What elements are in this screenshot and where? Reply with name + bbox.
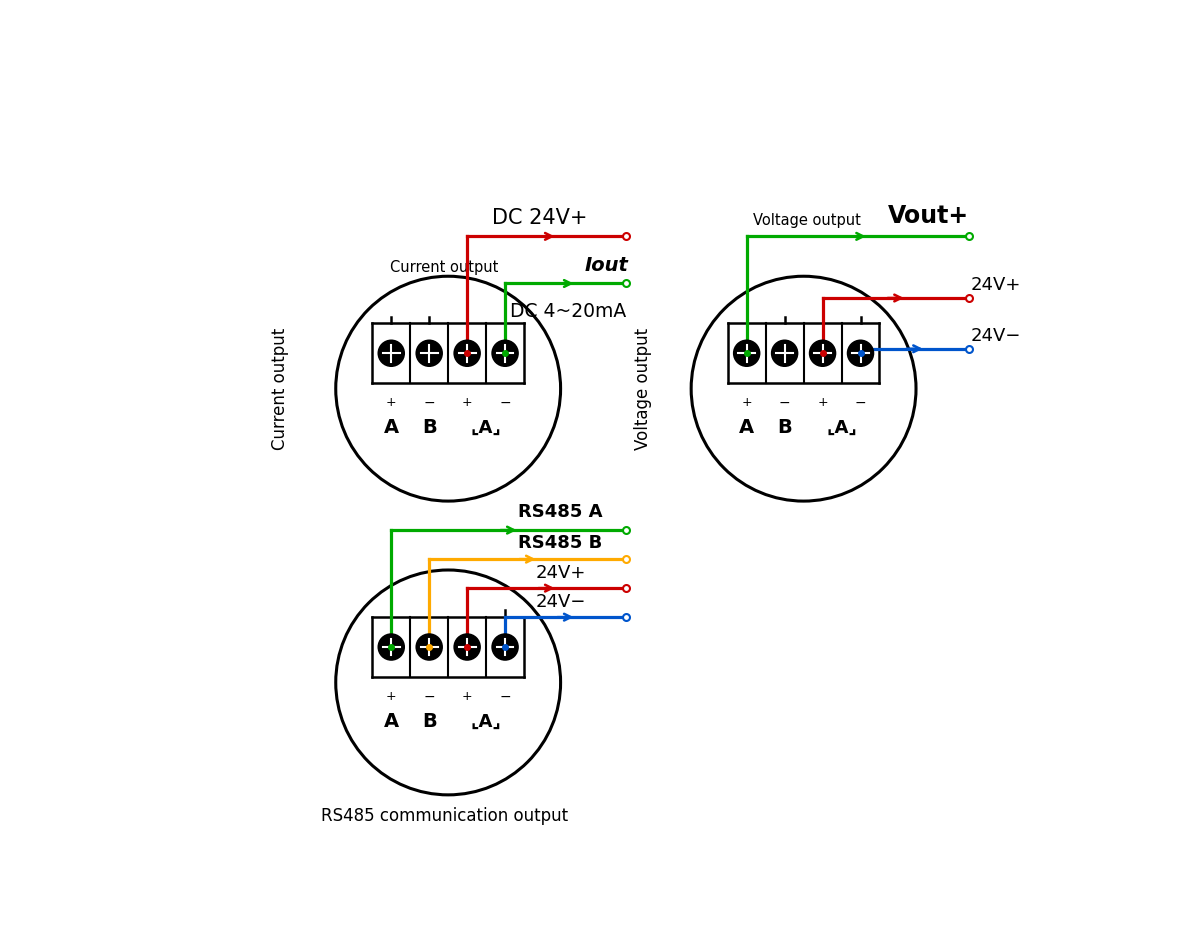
Text: RS485 communication output: RS485 communication output [322, 807, 569, 825]
Text: −: − [424, 396, 436, 410]
Text: RS485 B: RS485 B [518, 534, 602, 552]
Text: −: − [854, 396, 866, 410]
Text: 24V−: 24V− [535, 593, 586, 611]
Text: DC 4~20mA: DC 4~20mA [510, 301, 626, 320]
Text: +: + [742, 396, 752, 409]
Circle shape [733, 340, 760, 366]
Circle shape [492, 340, 518, 366]
Circle shape [378, 340, 404, 366]
Circle shape [378, 634, 404, 660]
Text: Voltage output: Voltage output [634, 328, 652, 449]
Text: +: + [386, 396, 396, 409]
Text: 24V+: 24V+ [971, 276, 1021, 294]
Circle shape [455, 634, 480, 660]
Text: 24V+: 24V+ [535, 564, 586, 582]
Text: 24V−: 24V− [971, 327, 1021, 345]
Text: Vout+: Vout+ [888, 203, 968, 228]
Circle shape [772, 340, 798, 366]
Text: ⌞A⌟: ⌞A⌟ [826, 419, 857, 437]
Text: −: − [779, 396, 791, 410]
Circle shape [492, 634, 518, 660]
Text: +: + [462, 690, 473, 703]
Text: Current output: Current output [390, 260, 503, 275]
Text: A: A [384, 418, 398, 437]
Circle shape [416, 340, 442, 366]
Text: B: B [778, 418, 792, 437]
Text: +: + [817, 396, 828, 409]
Circle shape [847, 340, 874, 366]
Circle shape [810, 340, 835, 366]
Circle shape [455, 340, 480, 366]
Text: −: − [499, 396, 511, 410]
Circle shape [416, 634, 442, 660]
Text: −: − [499, 690, 511, 704]
Text: −: − [424, 690, 436, 704]
Text: A: A [739, 418, 755, 437]
Text: B: B [422, 418, 437, 437]
Text: +: + [462, 396, 473, 409]
Text: Voltage output: Voltage output [752, 213, 865, 228]
Text: A: A [384, 711, 398, 731]
Text: DC 24V+: DC 24V+ [492, 207, 587, 228]
Text: +: + [386, 690, 396, 703]
Text: ⌞A⌟: ⌞A⌟ [470, 713, 502, 731]
Text: Iout: Iout [584, 256, 629, 275]
Text: B: B [422, 711, 437, 731]
Text: RS485 A: RS485 A [518, 503, 602, 522]
Text: ⌞A⌟: ⌞A⌟ [470, 419, 502, 437]
Text: Current output: Current output [271, 328, 289, 449]
